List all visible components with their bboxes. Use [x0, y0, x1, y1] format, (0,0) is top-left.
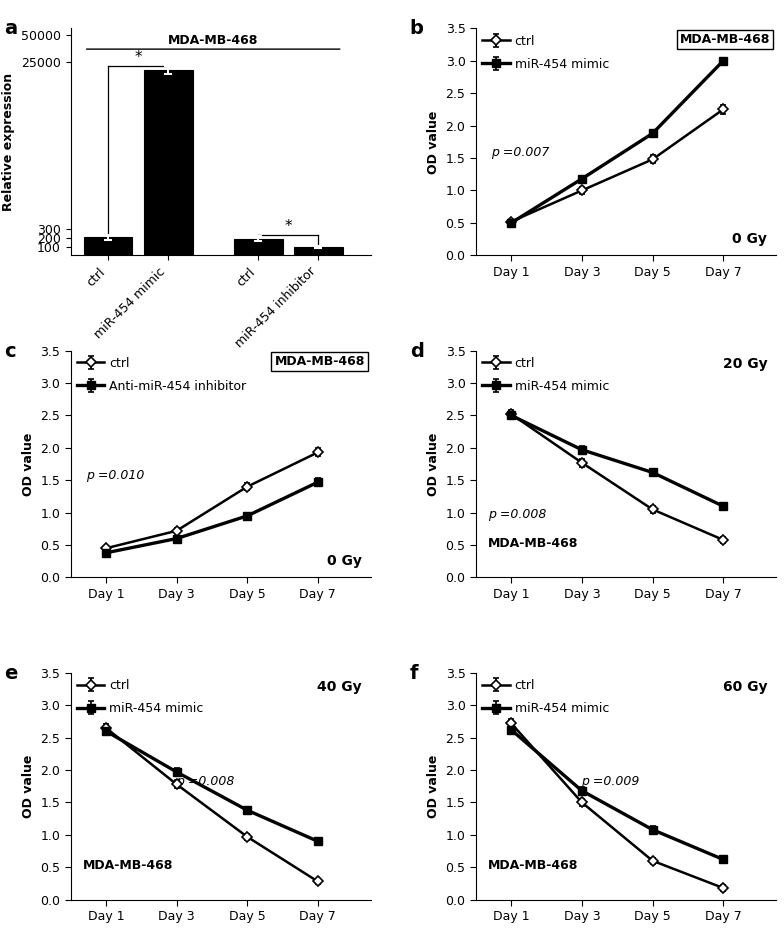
Text: 0 Gy: 0 Gy	[732, 232, 768, 246]
Text: MDA-MB-468: MDA-MB-468	[168, 34, 259, 47]
Bar	[294, 247, 343, 256]
Legend: ctrl, miR-454 mimic: ctrl, miR-454 mimic	[482, 357, 609, 393]
Bar	[84, 238, 132, 256]
Legend: ctrl, miR-454 mimic: ctrl, miR-454 mimic	[482, 679, 609, 715]
Legend: ctrl, Anti-miR-454 inhibitor: ctrl, Anti-miR-454 inhibitor	[77, 357, 246, 393]
Bar	[234, 239, 282, 256]
Y-axis label: OD value: OD value	[427, 433, 440, 495]
Text: MDA-MB-468: MDA-MB-468	[680, 33, 770, 46]
Y-axis label: Relative expression: Relative expression	[2, 73, 15, 211]
Text: 20 Gy: 20 Gy	[723, 357, 768, 371]
Text: *: *	[285, 219, 292, 234]
Y-axis label: OD value: OD value	[22, 433, 34, 495]
Legend: ctrl, miR-454 mimic: ctrl, miR-454 mimic	[77, 679, 204, 715]
Y-axis label: OD value: OD value	[427, 755, 440, 818]
Legend: ctrl, miR-454 mimic: ctrl, miR-454 mimic	[482, 35, 609, 71]
Text: MDA-MB-468: MDA-MB-468	[488, 537, 579, 550]
Text: 60 Gy: 60 Gy	[723, 680, 768, 693]
Text: p =0.007: p =0.007	[491, 147, 550, 159]
Text: d: d	[410, 342, 423, 361]
Text: 0 Gy: 0 Gy	[327, 554, 361, 568]
Text: b: b	[410, 19, 423, 38]
Y-axis label: OD value: OD value	[427, 110, 440, 173]
Text: 40 Gy: 40 Gy	[318, 680, 361, 693]
Text: MDA-MB-468: MDA-MB-468	[82, 860, 173, 872]
Text: p =0.009: p =0.009	[581, 775, 640, 788]
Y-axis label: OD value: OD value	[22, 755, 34, 818]
Text: p =0.010: p =0.010	[85, 469, 144, 482]
Text: a: a	[5, 19, 17, 38]
Text: e: e	[5, 664, 18, 683]
Text: p =0.008: p =0.008	[176, 775, 234, 788]
Text: p =0.008: p =0.008	[488, 508, 546, 521]
Text: c: c	[5, 342, 16, 361]
Text: f: f	[410, 664, 419, 683]
Text: MDA-MB-468: MDA-MB-468	[274, 355, 365, 368]
Text: *: *	[134, 49, 142, 64]
Text: MDA-MB-468: MDA-MB-468	[488, 860, 579, 872]
Bar	[143, 70, 193, 256]
